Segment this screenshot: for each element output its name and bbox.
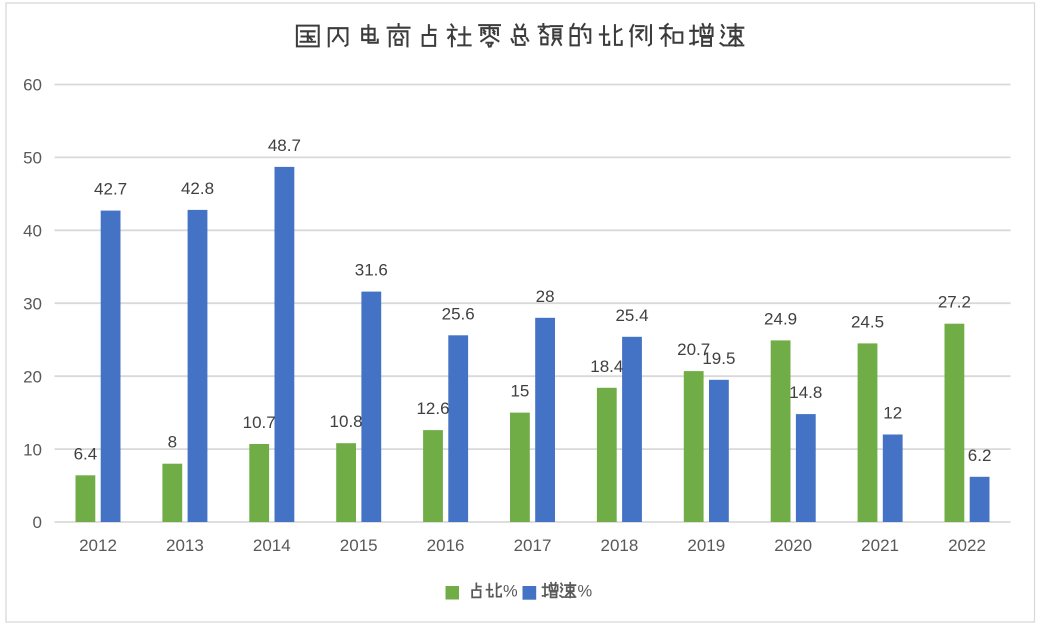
svg-text:2016: 2016 bbox=[427, 536, 465, 555]
svg-text:0: 0 bbox=[33, 513, 42, 532]
svg-text:20: 20 bbox=[23, 367, 42, 386]
svg-text:42.7: 42.7 bbox=[94, 180, 127, 199]
svg-text:20.7: 20.7 bbox=[677, 340, 710, 359]
svg-text:2020: 2020 bbox=[774, 536, 812, 555]
svg-text:48.7: 48.7 bbox=[268, 136, 301, 155]
svg-text:42.8: 42.8 bbox=[181, 179, 214, 198]
svg-text:2018: 2018 bbox=[600, 536, 638, 555]
svg-text:24.5: 24.5 bbox=[851, 312, 884, 331]
svg-text:10: 10 bbox=[23, 440, 42, 459]
svg-text:10.7: 10.7 bbox=[243, 413, 276, 432]
svg-text:2017: 2017 bbox=[514, 536, 552, 555]
svg-text:8: 8 bbox=[168, 433, 177, 452]
svg-text:2013: 2013 bbox=[166, 536, 204, 555]
svg-text:%: % bbox=[578, 583, 593, 601]
svg-text:10.8: 10.8 bbox=[330, 412, 363, 431]
svg-text:6.4: 6.4 bbox=[74, 444, 98, 463]
svg-text:18.4: 18.4 bbox=[590, 357, 623, 376]
svg-text:60: 60 bbox=[23, 76, 42, 95]
svg-text:12: 12 bbox=[883, 404, 902, 423]
svg-text:50: 50 bbox=[23, 149, 42, 168]
svg-text:2014: 2014 bbox=[253, 536, 291, 555]
svg-text:25.4: 25.4 bbox=[615, 306, 648, 325]
svg-text:2012: 2012 bbox=[79, 536, 117, 555]
svg-text:15: 15 bbox=[510, 382, 529, 401]
svg-text:2022: 2022 bbox=[948, 536, 986, 555]
svg-text:24.9: 24.9 bbox=[764, 309, 797, 328]
svg-text:6.2: 6.2 bbox=[968, 446, 992, 465]
svg-text:27.2: 27.2 bbox=[938, 293, 971, 312]
svg-text:25.6: 25.6 bbox=[442, 304, 475, 323]
svg-text:14.8: 14.8 bbox=[789, 383, 822, 402]
svg-text:12.6: 12.6 bbox=[416, 399, 449, 418]
svg-text:2021: 2021 bbox=[861, 536, 899, 555]
svg-text:%: % bbox=[503, 583, 518, 601]
svg-text:28: 28 bbox=[536, 287, 555, 306]
svg-text:19.5: 19.5 bbox=[702, 349, 735, 368]
svg-text:2015: 2015 bbox=[340, 536, 378, 555]
svg-text:31.6: 31.6 bbox=[355, 261, 388, 280]
svg-text:30: 30 bbox=[23, 294, 42, 313]
svg-text:40: 40 bbox=[23, 222, 42, 241]
svg-text:2019: 2019 bbox=[687, 536, 725, 555]
